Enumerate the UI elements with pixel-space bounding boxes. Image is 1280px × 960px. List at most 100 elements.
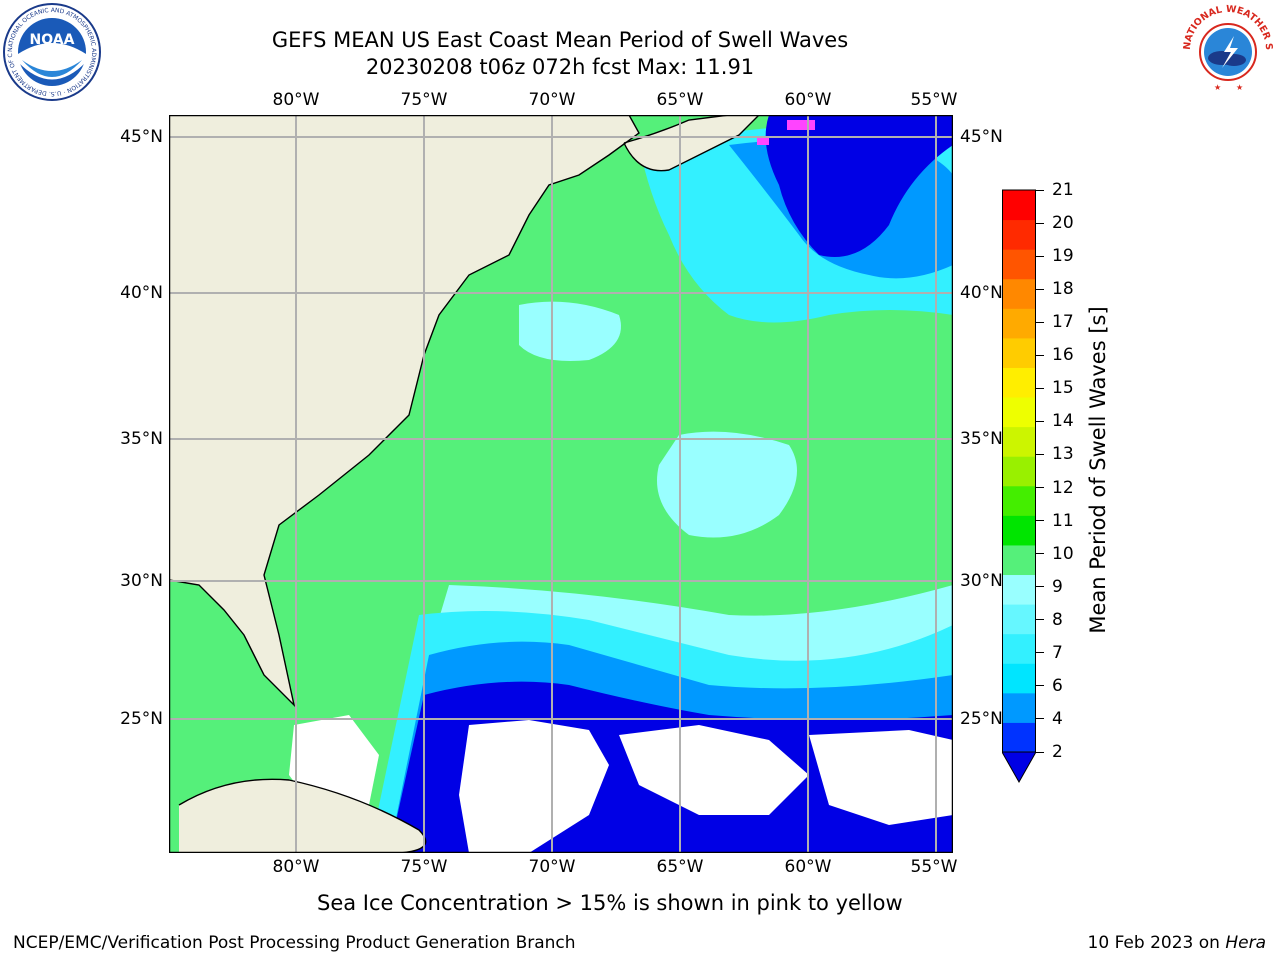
colorbar-tick-mark (1036, 255, 1044, 257)
colorbar (1001, 188, 1037, 784)
lon-label-top-75w: 75°W (400, 90, 448, 110)
colorbar-segment (1002, 633, 1036, 664)
colorbar-segment (1002, 692, 1036, 723)
lat-label-right-40n: 40°N (960, 283, 1003, 303)
colorbar-tick-mark (1036, 354, 1044, 356)
colorbar-frame (1002, 189, 1036, 753)
colorbar-segment (1002, 456, 1036, 487)
colorbar-tick-label: 11 (1052, 510, 1074, 531)
land-north-america (169, 115, 639, 705)
colorbar-tick-mark (1036, 222, 1044, 224)
map-frame (168, 114, 954, 854)
colorbar-segment (1002, 337, 1036, 368)
svg-text:★: ★ (1236, 83, 1243, 92)
lon-label-top-65w: 65°W (656, 90, 704, 110)
lat-label-left-25n: 25°N (120, 709, 163, 729)
colorbar-tick-label: 16 (1052, 345, 1074, 366)
land-cuba (179, 779, 426, 853)
lat-label-left-30n: 30°N (120, 571, 163, 591)
lon-label-top-80w: 80°W (272, 90, 320, 110)
colorbar-tick-mark (1036, 453, 1044, 455)
nodata-patch-2 (459, 720, 609, 853)
lon-label-bottom-70w: 70°W (528, 857, 576, 877)
colorbar-tick-mark (1036, 420, 1044, 422)
footer-date-text: 10 Feb 2023 on (1087, 933, 1226, 953)
footer-branch: NCEP/EMC/Verification Post Processing Pr… (13, 933, 576, 953)
noaa-logo: NATIONAL OCEANIC AND ATMOSPHERIC ADMINIS… (0, 0, 102, 102)
sea-ice-marker (787, 120, 815, 130)
colorbar-tick-mark (1036, 619, 1044, 621)
colorbar-segment (1002, 249, 1036, 280)
colorbar-tick-mark (1036, 718, 1044, 720)
colorbar-tick-label: 19 (1052, 246, 1074, 267)
colorbar-tick-mark (1036, 487, 1044, 489)
colorbar-segment (1002, 515, 1036, 546)
colorbar-tick-label: 10 (1052, 543, 1074, 564)
noaa-logo-text: NOAA (30, 32, 75, 48)
lon-label-bottom-80w: 80°W (272, 857, 320, 877)
sea-ice-caption: Sea Ice Concentration > 15% is shown in … (317, 891, 903, 915)
colorbar-tick-mark (1036, 751, 1044, 753)
colorbar-tick-mark (1036, 520, 1044, 522)
colorbar-segment (1002, 190, 1036, 221)
lon-label-bottom-55w: 55°W (910, 857, 958, 877)
lat-label-right-30n: 30°N (960, 571, 1003, 591)
lon-label-top-55w: 55°W (910, 90, 958, 110)
colorbar-segment (1002, 544, 1036, 576)
colorbar-tick-label: 2 (1052, 742, 1063, 762)
colorbar-segment (1002, 308, 1036, 339)
colorbar-tick-label: 8 (1052, 609, 1063, 630)
colorbar-tick-label: 4 (1052, 708, 1063, 729)
coastline-nova-scotia (623, 114, 760, 172)
lat-label-left-45n: 45°N (120, 127, 163, 147)
colorbar-tick-mark (1036, 387, 1044, 389)
colorbar-tick-label: 13 (1052, 444, 1074, 465)
colorbar-tick-label: 7 (1052, 642, 1063, 663)
lat-label-left-35n: 35°N (120, 429, 163, 449)
colorbar-tick-label: 18 (1052, 279, 1074, 300)
swell-band-ne-2s (765, 115, 953, 257)
nws-logo: NATIONAL WEATHER SERVICE ★ ★ (1174, 0, 1278, 100)
colorbar-tick-mark (1036, 189, 1044, 191)
lon-label-bottom-75w: 75°W (400, 857, 448, 877)
colorbar-tick-mark (1036, 553, 1044, 555)
map-title: GEFS MEAN US East Coast Mean Period of S… (271, 28, 849, 52)
lat-label-right-45n: 45°N (960, 127, 1003, 147)
colorbar-tick-label: 17 (1052, 312, 1074, 333)
svg-text:★: ★ (1214, 83, 1221, 92)
colorbar-tick-label: 21 (1052, 180, 1074, 200)
colorbar-tick-label: 6 (1052, 675, 1063, 696)
land-nova-scotia (624, 115, 759, 171)
swell-patch-north (519, 301, 621, 361)
footer-machine: Hera (1225, 933, 1266, 953)
colorbar-segment (1002, 426, 1036, 457)
colorbar-segment (1002, 485, 1036, 516)
lon-label-top-60w: 60°W (784, 90, 832, 110)
colorbar-segment (1002, 367, 1036, 398)
colorbar-tick-mark (1036, 288, 1044, 290)
colorbar-tick-mark (1036, 586, 1044, 588)
coastline-us (168, 114, 640, 708)
coastline-cuba (178, 778, 427, 854)
colorbar-tick-mark (1036, 652, 1044, 654)
map-panel (168, 114, 954, 854)
colorbar-segment (1002, 574, 1036, 605)
lat-label-left-40n: 40°N (120, 283, 163, 303)
colorbar-tick-label: 20 (1052, 213, 1074, 234)
swell-patch-center (657, 431, 797, 538)
lat-label-right-25n: 25°N (960, 709, 1003, 729)
footer-date: 10 Feb 2023 on Hera (1088, 933, 1266, 953)
colorbar-tick-label: 15 (1052, 378, 1074, 399)
sea-ice-marker-2 (757, 137, 769, 145)
colorbar-segment (1002, 663, 1036, 694)
colorbar-tick-mark (1036, 321, 1044, 323)
graticule (169, 115, 953, 853)
map-subtitle: 20230208 t06z 072h fcst Max: 11.91 (365, 55, 755, 79)
colorbar-segment (1002, 604, 1036, 635)
colorbar-segment (1002, 397, 1036, 428)
nodata-patch-4 (809, 730, 953, 825)
lon-label-bottom-60w: 60°W (784, 857, 832, 877)
colorbar-tick-label: 12 (1052, 477, 1074, 498)
lon-label-bottom-65w: 65°W (656, 857, 704, 877)
lat-label-right-35n: 35°N (960, 429, 1003, 449)
